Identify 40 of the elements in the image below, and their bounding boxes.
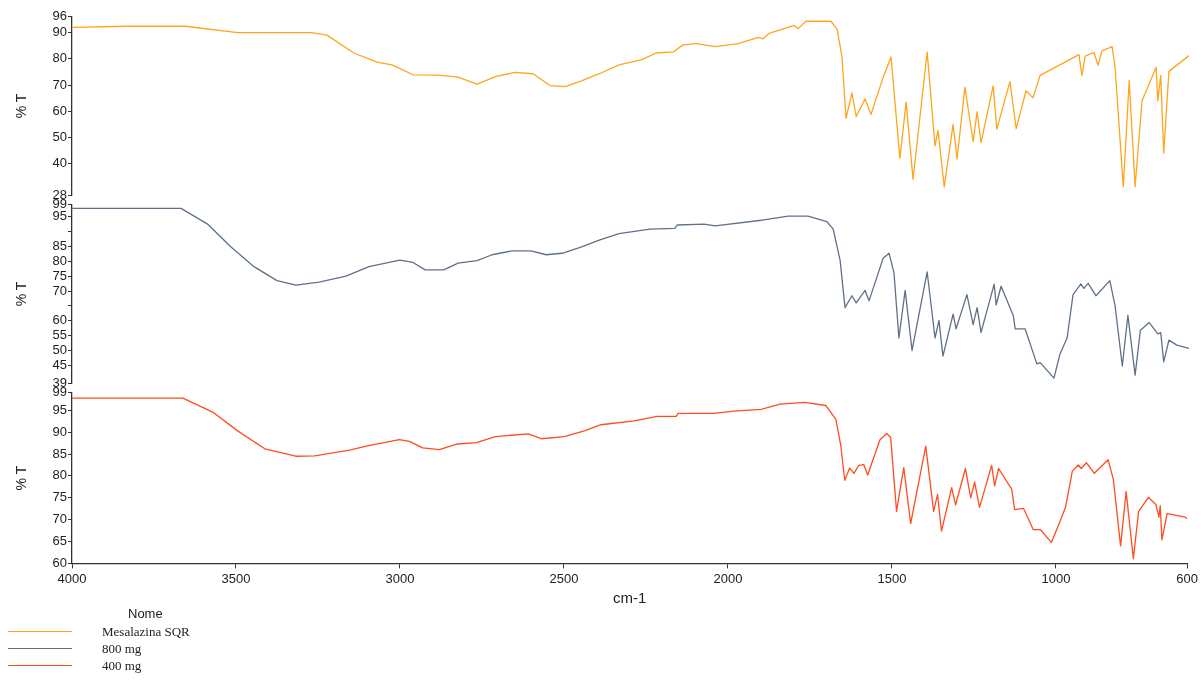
y-tick-label: 75 — [52, 267, 67, 283]
x-tick-label: 2000 — [713, 570, 743, 586]
y-axis-title: % T — [13, 93, 30, 119]
y-tick-label: 45 — [52, 356, 67, 372]
y-tick-label: 95 — [52, 401, 67, 417]
y-tick-label: 90 — [52, 423, 67, 439]
y-tick-label: 50 — [52, 342, 67, 358]
y-tick-label: 80 — [52, 50, 67, 66]
x-tick-label: 1500 — [877, 570, 907, 586]
y-tick-label: 70 — [52, 282, 67, 298]
x-tick-label: 1000 — [1041, 570, 1071, 586]
y-tick-label: 85 — [52, 238, 67, 253]
y-tick-label: 60 — [52, 312, 67, 328]
legend-label: 400 mg — [102, 657, 142, 674]
x-tick-label: 600 — [1176, 570, 1199, 586]
y-tick-label: 40 — [52, 155, 67, 171]
x-tick-label: 3000 — [385, 570, 415, 586]
x-tick-label: 3500 — [221, 570, 251, 586]
y-tick-label: 96 — [52, 8, 67, 24]
y-tick-label: 50 — [52, 129, 67, 145]
legend-label: Mesalazina SQR — [102, 623, 190, 640]
x-tick-label: 4000 — [57, 570, 87, 586]
y-tick-label: 60 — [52, 554, 67, 570]
y-tick-label: 90 — [52, 24, 67, 40]
y-axis-title: % T — [13, 281, 30, 307]
y-tick-label: 80 — [52, 252, 67, 268]
y-tick-label: 60 — [52, 102, 67, 118]
y-tick-label: 55 — [52, 327, 67, 343]
x-tick-label: 2500 — [549, 570, 579, 586]
x-axis-title: cm-1 — [612, 589, 647, 607]
y-tick-label: 75 — [52, 489, 67, 505]
y-tick-label: 70 — [52, 511, 67, 527]
legend-title: Nome — [128, 606, 164, 621]
y-tick-label: 80 — [52, 467, 67, 483]
y-tick-label: 70 — [52, 76, 67, 92]
y-axis-title: % T — [13, 465, 30, 491]
legend-label: 800 mg — [102, 640, 142, 657]
y-tick-label: 85 — [52, 445, 67, 461]
y-tick-label: 65 — [52, 533, 67, 549]
y-tick-label: 95 — [52, 208, 67, 224]
